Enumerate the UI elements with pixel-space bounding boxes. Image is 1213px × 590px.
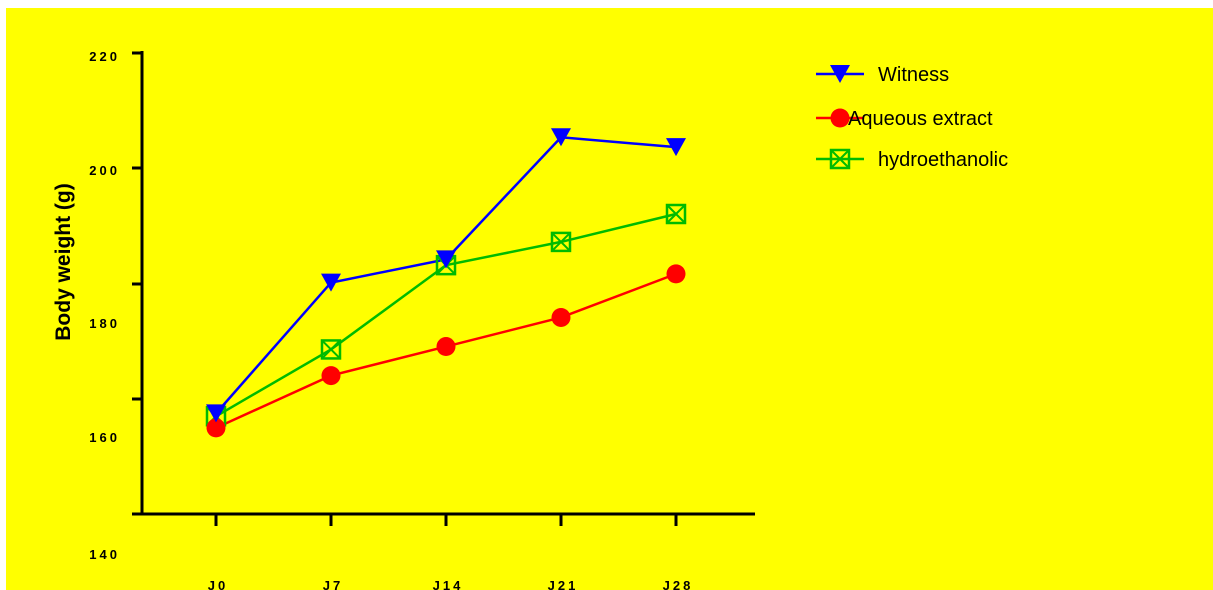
legend-label: hydroethanolic bbox=[878, 149, 1008, 171]
y-axis-label: Body weight (g) bbox=[52, 183, 75, 340]
x-tick-label: J7 bbox=[323, 578, 343, 590]
x-tick-label: J0 bbox=[208, 578, 228, 590]
series-layer bbox=[206, 128, 686, 437]
circle-marker bbox=[322, 366, 341, 385]
axes bbox=[141, 51, 756, 516]
legend-label: Witness bbox=[878, 64, 949, 86]
y-tick-label: 220 bbox=[89, 49, 120, 64]
legend-item: Witness bbox=[816, 64, 949, 86]
series-line-hydroethanolic bbox=[216, 214, 676, 416]
legend-item: Aqueous extract bbox=[816, 108, 993, 130]
x-tick-label: J28 bbox=[663, 578, 694, 590]
boxed-x-marker bbox=[322, 340, 340, 358]
legend-item: hydroethanolic bbox=[816, 149, 1008, 171]
y-tick-label: 200 bbox=[89, 163, 120, 178]
x-tick-label: J14 bbox=[433, 578, 464, 590]
circle-marker bbox=[437, 337, 456, 356]
y-ticks: 220 200 180 160 140 bbox=[89, 49, 142, 562]
y-tick-label: 140 bbox=[89, 547, 120, 562]
boxed-x-marker bbox=[667, 205, 685, 223]
x-ticks: J0 J7 J14 J21 J28 bbox=[208, 514, 694, 590]
circle-marker bbox=[831, 109, 850, 128]
circle-marker bbox=[552, 308, 571, 327]
legend: Witness Aqueous extract hydroethanolic bbox=[816, 64, 1008, 171]
y-tick-label: 160 bbox=[89, 430, 120, 445]
circle-marker bbox=[667, 264, 686, 283]
line-chart: 220 200 180 160 140 J0 J7 J14 J21 J28 Body weigh… bbox=[6, 8, 1213, 590]
x-tick-label: J21 bbox=[548, 578, 579, 590]
y-tick-label: 180 bbox=[89, 316, 120, 331]
legend-label: Aqueous extract bbox=[848, 108, 993, 130]
plot-background: 220 200 180 160 140 J0 J7 J14 J21 J28 Body weigh… bbox=[6, 8, 1213, 590]
